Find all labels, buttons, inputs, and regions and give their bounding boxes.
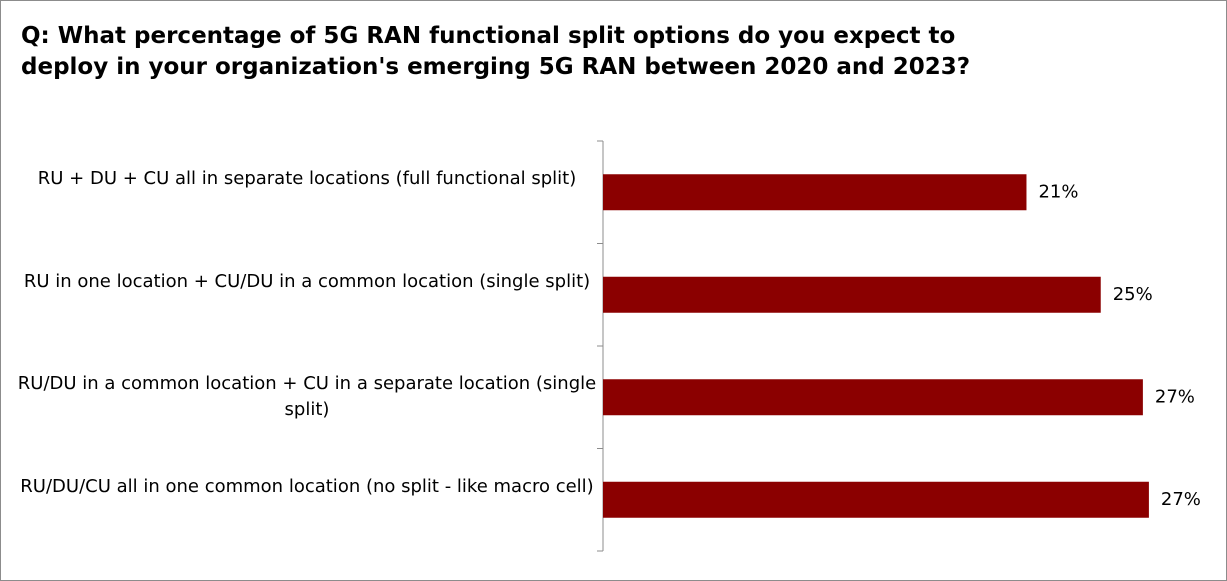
bar bbox=[603, 481, 1149, 518]
value-label: 27% bbox=[1161, 489, 1201, 510]
category-label: RU/DU in a common location + CU in a sep… bbox=[17, 373, 597, 421]
category-label: RU + DU + CU all in separate locations (… bbox=[37, 168, 577, 190]
category-label: RU/DU/CU all in one common location (no … bbox=[20, 475, 594, 497]
value-label: 25% bbox=[1113, 284, 1153, 305]
chart-title: Q: What percentage of 5G RAN functional … bbox=[21, 23, 971, 80]
bar bbox=[603, 174, 1027, 211]
bar bbox=[603, 379, 1143, 416]
bar bbox=[603, 276, 1101, 313]
value-label: 21% bbox=[1038, 181, 1078, 202]
value-label: 27% bbox=[1155, 386, 1195, 407]
category-label: RU in one location + CU/DU in a common l… bbox=[23, 270, 591, 292]
